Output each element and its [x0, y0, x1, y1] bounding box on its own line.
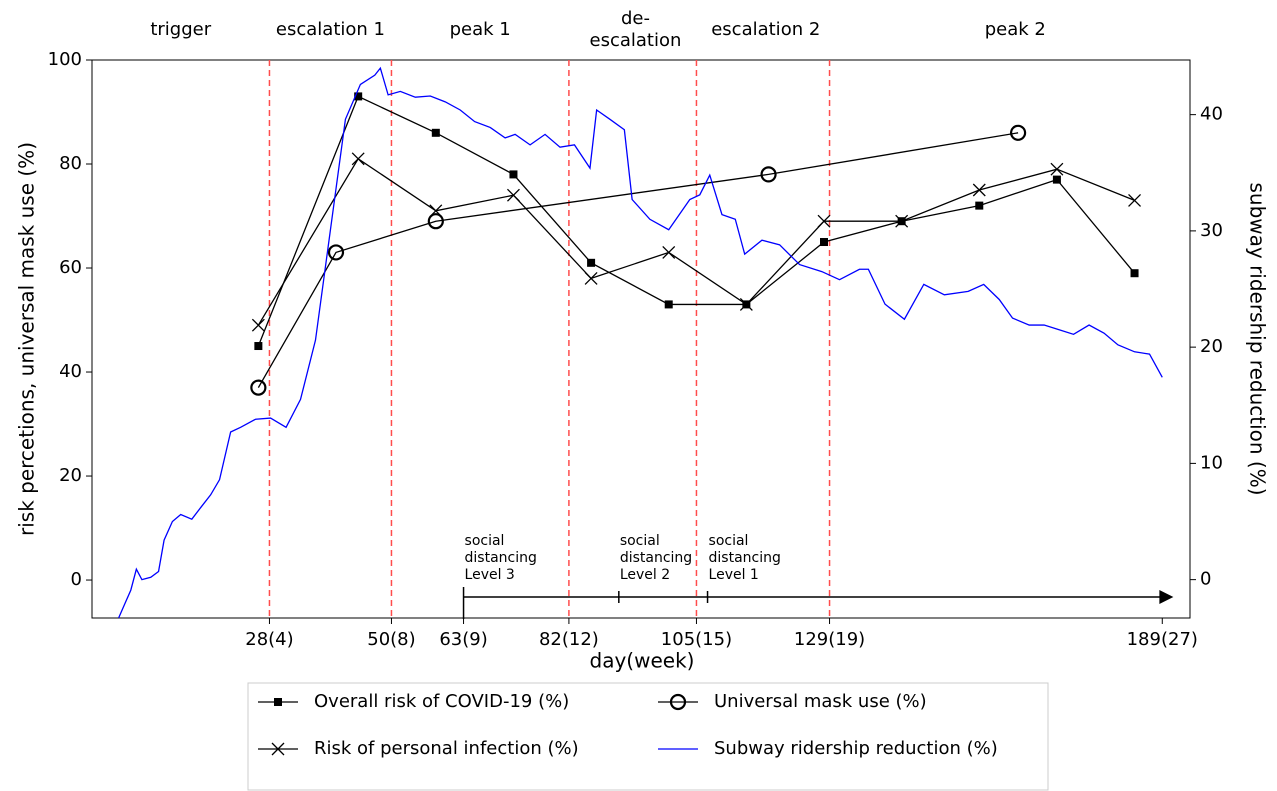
- legend-label: Risk of personal infection (%): [314, 738, 579, 759]
- marker: [895, 214, 909, 228]
- marker: [584, 271, 598, 285]
- marker: [351, 152, 365, 166]
- x-tick-label: 82(12): [539, 629, 599, 650]
- phase-label: peak 1: [450, 19, 511, 40]
- series-line: [257, 157, 1135, 326]
- timeline-label: Level 1: [709, 567, 759, 583]
- y-axis-label: risk percetions, universal mask use (%): [15, 142, 39, 536]
- series-line: [118, 66, 1163, 619]
- y-tick-label: 20: [59, 465, 82, 486]
- phase-label: de-: [621, 8, 650, 29]
- x-axis-label: day(week): [590, 649, 695, 673]
- marker: [506, 188, 520, 202]
- marker: [1050, 162, 1064, 176]
- y-tick-label: 100: [48, 49, 82, 70]
- marker: [254, 342, 263, 351]
- x-tick-label: 129(19): [794, 629, 865, 650]
- legend-box: [247, 682, 1049, 791]
- timeline-arrow: [1159, 590, 1174, 604]
- marker: [509, 170, 518, 179]
- x-tick-label: 189(27): [1127, 629, 1198, 650]
- timeline-label: distancing: [620, 550, 692, 566]
- timeline-label: Level 2: [620, 567, 670, 583]
- x-tick-label: 105(15): [661, 629, 732, 650]
- timeline-label: Level 3: [465, 567, 515, 583]
- x-tick-label: 63(9): [439, 629, 487, 650]
- series-line: [257, 132, 1019, 388]
- marker: [429, 204, 443, 218]
- legend-label: Universal mask use (%): [714, 691, 927, 712]
- marker: [820, 238, 828, 247]
- marker: [327, 244, 345, 261]
- marker: [354, 92, 363, 101]
- y-tick-label: 0: [71, 569, 82, 590]
- marker: [669, 693, 687, 711]
- y-tick-label: 40: [59, 361, 82, 382]
- marker: [274, 698, 282, 706]
- marker: [975, 201, 984, 210]
- legend-label: Overall risk of COVID-19 (%): [314, 691, 569, 712]
- marker: [1009, 124, 1027, 141]
- x-tick-label: 50(8): [367, 629, 415, 650]
- marker: [664, 300, 673, 309]
- marker: [1128, 193, 1142, 207]
- marker: [250, 379, 267, 396]
- y-tick-label: 80: [59, 153, 82, 174]
- marker: [739, 297, 753, 311]
- marker: [662, 245, 676, 259]
- phase-label: trigger: [150, 19, 211, 40]
- y2-tick-label: 20: [1200, 336, 1223, 357]
- y-tick-label: 60: [59, 257, 82, 278]
- timeline-label: distancing: [465, 550, 537, 566]
- marker: [251, 318, 265, 332]
- series-line: [257, 95, 1136, 347]
- y2-tick-label: 30: [1200, 220, 1223, 241]
- marker: [431, 128, 440, 137]
- marker: [1052, 175, 1061, 184]
- x-tick-label: 28(4): [245, 629, 293, 650]
- legend-label: Subway ridership reduction (%): [714, 738, 998, 759]
- y2-axis-label: subway ridership reduction (%): [1246, 182, 1270, 495]
- phase-label: escalation: [590, 30, 682, 51]
- timeline-label: distancing: [709, 550, 781, 566]
- timeline-label: social: [620, 533, 660, 549]
- timeline-label: social: [465, 533, 505, 549]
- marker: [1130, 269, 1139, 278]
- marker: [587, 258, 596, 267]
- marker: [427, 213, 444, 230]
- phase-label: peak 2: [985, 19, 1046, 40]
- marker: [271, 742, 285, 756]
- y2-tick-label: 10: [1200, 452, 1223, 473]
- y2-tick-label: 40: [1200, 104, 1223, 125]
- plot-frame: [91, 59, 1191, 619]
- marker: [817, 214, 831, 228]
- y2-tick-label: 0: [1200, 569, 1211, 590]
- phase-label: escalation 1: [276, 19, 385, 40]
- marker: [972, 183, 986, 197]
- timeline-label: social: [709, 533, 749, 549]
- marker: [760, 166, 777, 183]
- phase-label: escalation 2: [711, 19, 820, 40]
